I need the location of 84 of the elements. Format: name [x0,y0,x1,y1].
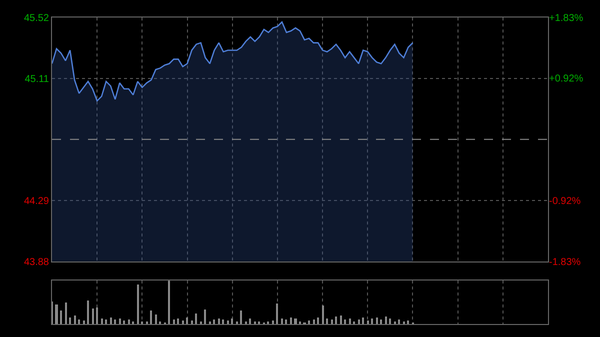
y2-tick-label: -0.92% [549,196,581,208]
bar [209,322,211,324]
bar [290,318,292,324]
bar [55,304,58,324]
bar [74,316,76,324]
bar [168,280,170,324]
bar [267,322,269,324]
bar [123,320,125,324]
bar [398,320,400,324]
bar [200,322,202,324]
bar [132,322,134,324]
bar [317,318,319,324]
bar [105,320,107,324]
bar [376,318,378,324]
bar [340,316,342,324]
bar [150,310,152,324]
bar [236,322,238,324]
bar [389,318,391,324]
bar [119,318,121,324]
y-tick-label: 45.11 [24,74,50,85]
bar [322,306,324,324]
bar [276,304,278,324]
bar [218,318,220,324]
y2-tick-label: -1.83% [549,256,581,268]
bar [308,320,310,324]
bar [394,322,396,324]
bar [137,284,139,324]
bar [335,316,337,324]
bar [155,314,157,324]
bar [204,310,206,324]
bar [245,322,247,324]
bar [281,318,283,324]
y-tick-label: 45.52 [24,13,50,24]
bar [403,322,405,324]
bar [96,308,98,324]
bar [407,320,409,324]
bar [313,320,315,324]
bar [380,320,382,324]
bar [367,320,369,324]
bar [141,322,143,324]
y2-tick-label: +0.92% [549,74,584,85]
bar [182,320,184,324]
bar [349,318,351,324]
bar [69,318,71,324]
bar [146,322,148,324]
bar [249,318,251,324]
bar [331,320,333,324]
bar [78,320,80,324]
y-tick-label: 43.88 [24,256,50,268]
bar [326,318,328,324]
bar [353,322,355,324]
bar [254,322,256,324]
bar [101,318,103,324]
bar [191,320,193,324]
bar [344,320,346,324]
bar [195,314,197,324]
bar [213,320,215,324]
bar [60,310,62,324]
bar [114,320,116,324]
bar [159,322,161,324]
bar [222,320,224,324]
bar [110,318,112,324]
bar [227,320,229,324]
bar [362,318,364,324]
bar [231,318,233,324]
bar [65,302,67,324]
bar [285,320,287,324]
bar [294,318,297,324]
bar [128,320,130,324]
bar [87,300,89,324]
bar [299,322,301,324]
bar [258,322,260,324]
bar [385,316,387,324]
bar [358,320,360,324]
y2-tick-label: +1.83% [549,13,584,24]
bar [83,320,85,324]
bar [240,310,242,324]
bar [186,318,188,324]
bar [272,320,274,324]
bar [371,318,373,324]
bar [177,318,179,324]
y-tick-label: 44.29 [24,196,50,207]
bar [173,320,175,324]
bar [92,308,94,324]
